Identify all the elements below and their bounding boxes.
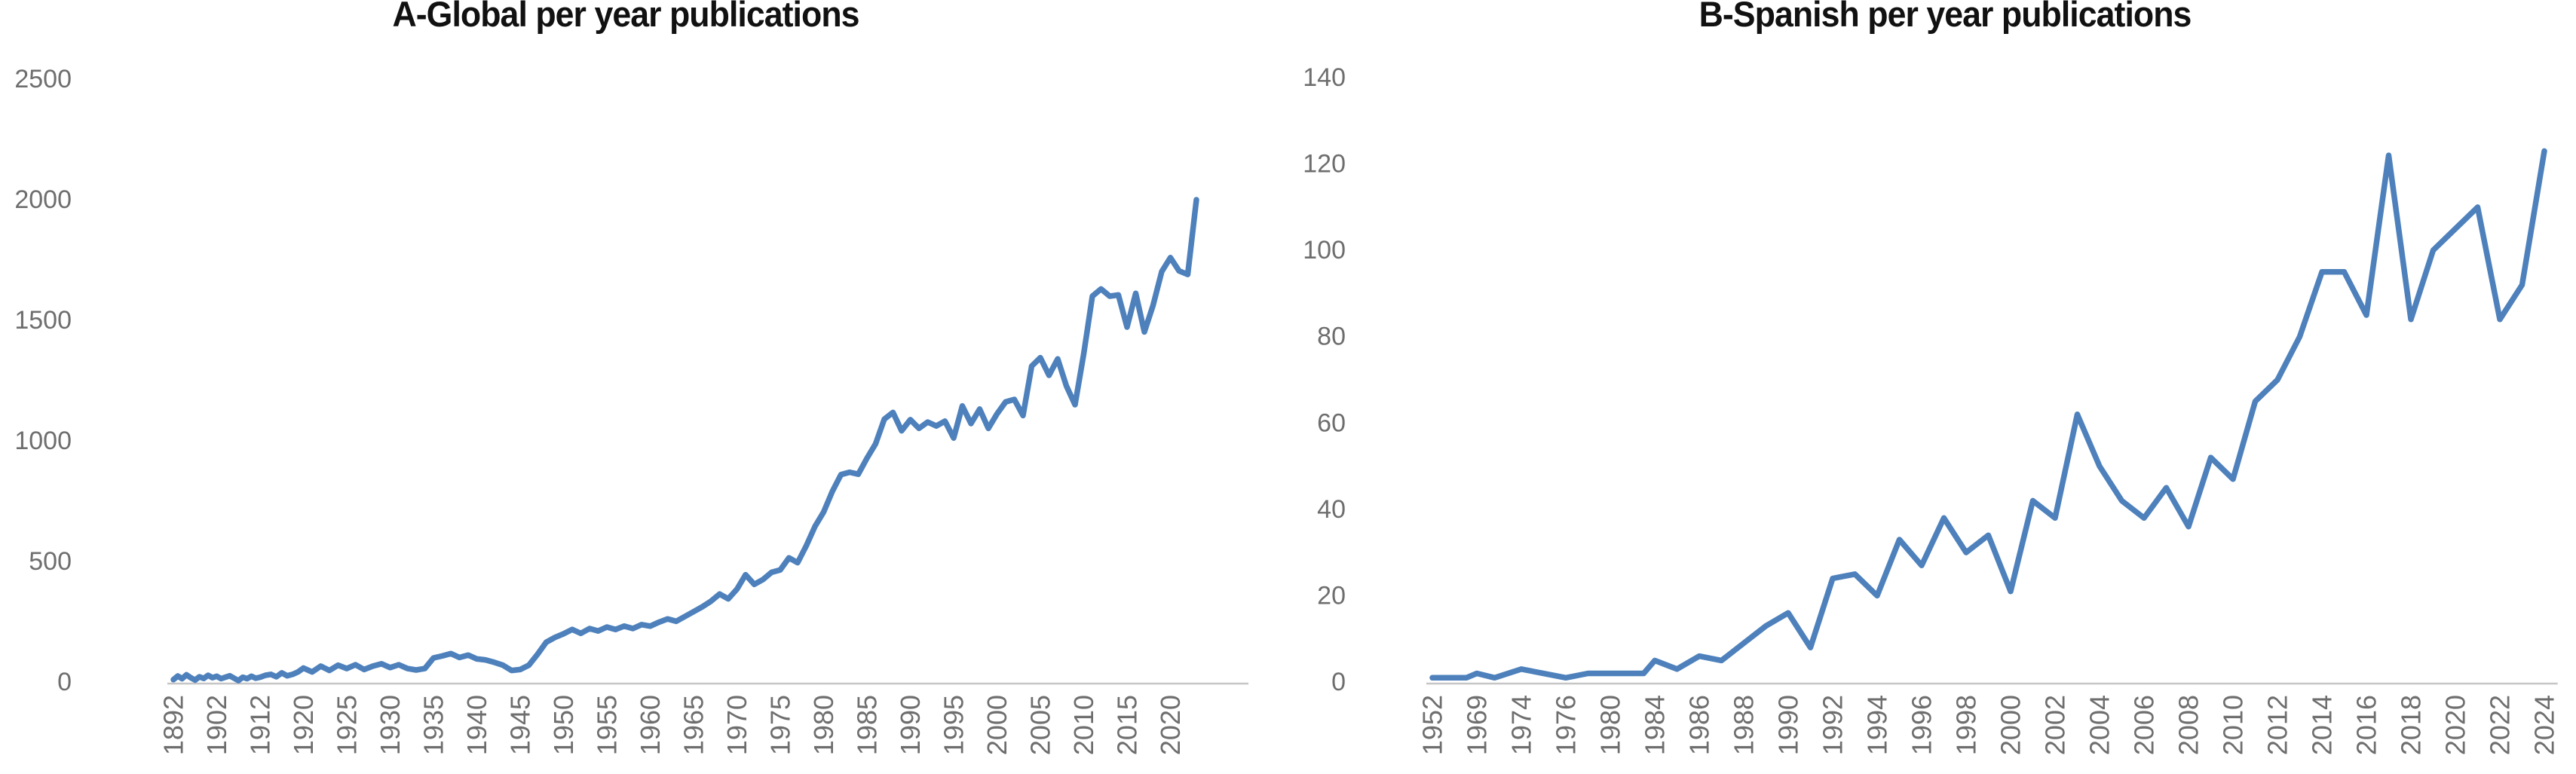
x-tick-label: 1985 bbox=[852, 695, 883, 755]
x-tick-label: 1912 bbox=[245, 695, 276, 755]
y-tick-label: 1000 bbox=[14, 427, 72, 455]
x-tick-label: 2015 bbox=[1112, 695, 1143, 755]
x-tick-label: 2024 bbox=[2529, 695, 2560, 755]
x-tick-label: 1992 bbox=[1818, 695, 1849, 755]
x-tick-label: 1988 bbox=[1729, 695, 1760, 755]
x-tick-label: 2000 bbox=[1996, 695, 2026, 755]
x-tick-label: 2002 bbox=[2040, 695, 2071, 755]
y-tick-label: 2000 bbox=[14, 185, 72, 214]
y-tick-label: 500 bbox=[29, 547, 72, 576]
x-tick-label: 1970 bbox=[721, 695, 752, 755]
x-tick-label: 1965 bbox=[678, 695, 709, 755]
x-tick-label: 1976 bbox=[1551, 695, 1582, 755]
y-tick-label: 120 bbox=[1303, 150, 1346, 179]
x-tick-label: 1995 bbox=[939, 695, 969, 755]
y-tick-label: 140 bbox=[1303, 63, 1346, 92]
x-tick-label: 2020 bbox=[2440, 695, 2471, 755]
x-tick-label: 1994 bbox=[1862, 695, 1893, 755]
x-tick-label: 1930 bbox=[375, 695, 406, 755]
x-tick-label: 2008 bbox=[2173, 695, 2204, 755]
x-tick-label: 1990 bbox=[895, 695, 926, 755]
x-tick-label: 1940 bbox=[461, 695, 492, 755]
x-tick-label: 2020 bbox=[1155, 695, 1186, 755]
y-tick-label: 40 bbox=[1317, 495, 1346, 524]
x-tick-label: 1960 bbox=[635, 695, 666, 755]
y-tick-label: 80 bbox=[1317, 323, 1346, 351]
x-tick-label: 2014 bbox=[2307, 695, 2338, 755]
x-tick-label: 1902 bbox=[201, 695, 232, 755]
chart-b-plot: 0 20 40 60 80 100 120 140 1952 1969 1974 1976 1980 19… bbox=[1303, 63, 2560, 755]
x-tick-label: 2010 bbox=[1068, 695, 1099, 755]
chart-a-title: A-Global per year publications bbox=[392, 0, 859, 34]
x-tick-label: 1986 bbox=[1684, 695, 1715, 755]
x-tick-label: 1952 bbox=[1417, 695, 1448, 755]
y-tick-label: 0 bbox=[57, 668, 72, 696]
publications-trend-line bbox=[170, 197, 1199, 684]
y-tick-label: 20 bbox=[1317, 581, 1346, 610]
x-tick-label: 2016 bbox=[2351, 695, 2382, 755]
publications-trend-line bbox=[1429, 148, 2547, 681]
x-tick-label: 1984 bbox=[1640, 695, 1671, 755]
x-tick-label: 1975 bbox=[765, 695, 796, 755]
x-tick-label: 2018 bbox=[2396, 695, 2427, 755]
chart-a-plot: 0 500 1000 1500 2000 2500 1892 1902 1912 1920 1925… bbox=[14, 65, 1248, 755]
x-tick-label: 1998 bbox=[1951, 695, 1982, 755]
x-tick-label: 1980 bbox=[808, 695, 839, 755]
y-tick-label: 2500 bbox=[14, 65, 72, 93]
x-tick-label: 2012 bbox=[2262, 695, 2293, 755]
x-tick-label: 1925 bbox=[332, 695, 363, 755]
x-tick-label: 2004 bbox=[2084, 695, 2115, 755]
x-tick-label: 2022 bbox=[2485, 695, 2516, 755]
x-tick-label: 2010 bbox=[2218, 695, 2249, 755]
x-tick-label: 1969 bbox=[1462, 695, 1493, 755]
x-tick-label: 1980 bbox=[1595, 695, 1626, 755]
x-tick-label: 2006 bbox=[2129, 695, 2160, 755]
chart-a-panel: A-Global per year publications 0 500 1000 1… bbox=[0, 0, 1282, 774]
y-tick-label: 100 bbox=[1303, 236, 1346, 265]
x-tick-label: 2005 bbox=[1025, 695, 1056, 755]
y-tick-label: 0 bbox=[1331, 668, 1346, 696]
x-tick-label: 1996 bbox=[1907, 695, 1937, 755]
x-tick-label: 1950 bbox=[548, 695, 579, 755]
chart-b-panel: B-Spanish per year publications 0 20 40 60 8… bbox=[1282, 0, 2576, 774]
x-tick-label: 1955 bbox=[592, 695, 623, 755]
x-tick-label: 1990 bbox=[1773, 695, 1804, 755]
chart-b-title: B-Spanish per year publications bbox=[1698, 0, 2192, 34]
x-tick-label: 1974 bbox=[1506, 695, 1537, 755]
x-tick-label: 2000 bbox=[982, 695, 1012, 755]
x-tick-label: 1935 bbox=[418, 695, 449, 755]
y-tick-label: 60 bbox=[1317, 408, 1346, 437]
x-tick-label: 1892 bbox=[158, 695, 189, 755]
x-tick-label: 1945 bbox=[505, 695, 536, 755]
y-tick-label: 1500 bbox=[14, 306, 72, 335]
x-tick-label: 1920 bbox=[288, 695, 319, 755]
